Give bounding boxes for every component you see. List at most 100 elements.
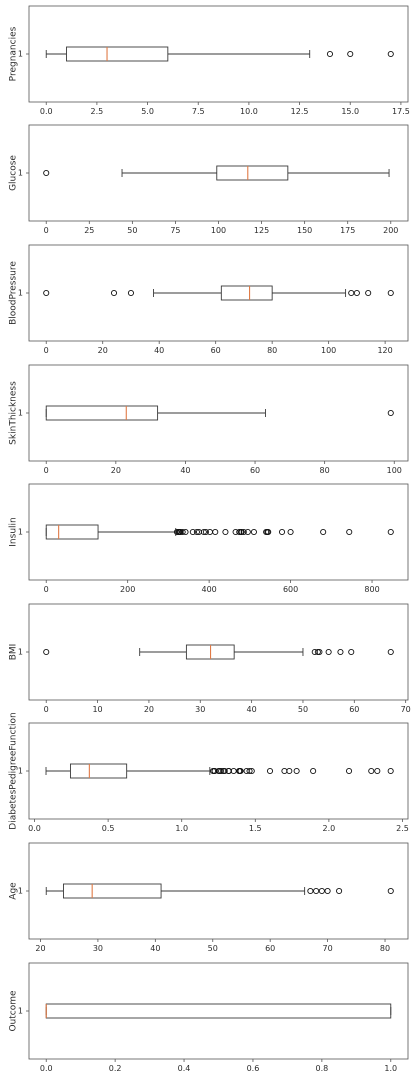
y-tick-label: 1 [18,289,23,298]
x-tick-label: 2.5 [91,107,104,116]
subplot-glucose: Glucose 1 0 25 50 75 100 125 150 175 200 [9,124,409,235]
y-axis-label: SkinThickness [9,381,19,445]
y-tick-label: 1 [18,409,23,418]
x-tick-label: 150 [297,226,312,235]
x-tick-label: 40 [154,346,164,355]
outlier-point [348,648,355,656]
x-tick-label: 0.0 [40,1064,53,1073]
axes-frame [28,603,409,701]
x-tick-label: 30 [93,944,103,953]
outlier-point [365,289,372,297]
x-tick-label: 50 [127,226,137,235]
x-tick-label: 2.0 [323,824,336,833]
axes-frame [28,483,409,581]
x-tick-label: 800 [364,585,379,594]
x-tick-label: 20 [35,944,45,953]
x-tick-label: 2.5 [396,824,409,833]
x-tick-label: 400 [201,585,216,594]
x-tick-label: 60 [250,466,260,475]
outlier-point [387,648,394,656]
outlier-point [347,50,354,58]
outlier-point [318,887,325,895]
y-axis-label: BMI [9,644,19,661]
x-tick-label: 0 [44,226,49,235]
x-tick-label: 12.5 [291,107,309,116]
outlier-point [225,767,232,775]
x-tick-label: 50 [208,944,218,953]
outlier-point [266,767,274,775]
x-tick-label: 40 [247,705,257,714]
y-tick-label: 1 [18,648,23,657]
x-tick-label: 10.0 [240,107,258,116]
x-tick-label: 5.0 [141,107,154,116]
outlier-point [368,767,375,775]
subplot-outcome: Outcome 1 0.0 0.2 0.4 0.6 0.8 1.0 [9,962,409,1073]
y-axis-label: Pregnancies [9,26,19,81]
outlier-point [278,528,286,536]
axes-frame [28,962,409,1060]
x-tick-label: 20 [98,346,108,355]
outlier-point [237,767,244,775]
outlier-point [173,528,181,536]
x-tick-label: 0 [44,346,49,355]
subplot-bloodpressure: BloodPressure 1 0 20 40 60 80 100 120 [9,244,409,355]
outlier-point [310,767,317,775]
y-axis-label: Outcome [9,990,19,1032]
outlier-point [387,767,394,775]
outlier-point [238,528,245,536]
outlier-point [212,528,219,536]
x-tick-label: 17.5 [392,107,410,116]
outlier-point [374,767,381,775]
x-tick-label: 0.2 [109,1064,122,1073]
outlier-point [324,887,331,895]
outlier-point [236,528,243,536]
subplot-diabetespedigreefunction: DiabetesPedigreeFunction 1 0.0 0.5 1.0 1.5 2.0… [9,712,409,833]
x-tick-label: 200 [383,226,398,235]
y-axis-label: Age [9,882,19,900]
x-tick-label: 60 [349,705,359,714]
y-tick-label: 1 [18,50,23,59]
outlier-point [387,887,394,895]
x-tick-label: 175 [340,226,355,235]
y-tick-label: 1 [18,767,23,776]
x-tick-label: 20 [111,466,121,475]
y-axis-label: Insulin [9,517,19,546]
iqr-box [45,405,159,421]
outlier-point [336,887,343,895]
x-tick-label: 0.0 [40,107,53,116]
outlier-point [179,528,186,536]
outlier-point [265,528,272,536]
subplot-skinthickness: SkinThickness 1 0 20 40 60 80 100 [9,364,409,475]
outlier-point [353,289,360,297]
outlier-point [337,648,344,656]
outlier-point [193,528,200,536]
iqr-box [45,524,99,540]
outlier-point [326,50,334,58]
x-tick-label: 0.8 [315,1064,328,1073]
x-tick-label: 0.0 [28,824,41,833]
x-tick-label: 0.6 [247,1064,260,1073]
y-axis-label: DiabetesPedigreeFunction [9,712,19,829]
outlier-point [189,528,196,536]
x-tick-label: 70 [323,944,333,953]
x-tick-label: 0 [44,585,49,594]
outlier-point [316,648,323,656]
outlier-point [110,289,118,297]
outlier-point [250,528,257,536]
outlier-point [182,528,189,536]
y-tick-label: 1 [18,528,23,537]
x-tick-label: 0 [44,466,49,475]
outlier-point [200,528,207,536]
outlier-point [43,648,50,656]
iqr-box [216,165,289,181]
x-tick-label: 100 [387,466,402,475]
x-tick-label: 40 [150,944,160,953]
y-axis-label: BloodPressure [9,261,19,325]
outlier-point [325,648,332,656]
y-axis-label: Glucose [9,155,19,191]
x-tick-label: 1.0 [384,1064,397,1073]
x-tick-label: 60 [211,346,221,355]
outlier-point [222,528,229,536]
outlier-point [348,289,355,297]
outlier-point [43,169,50,177]
